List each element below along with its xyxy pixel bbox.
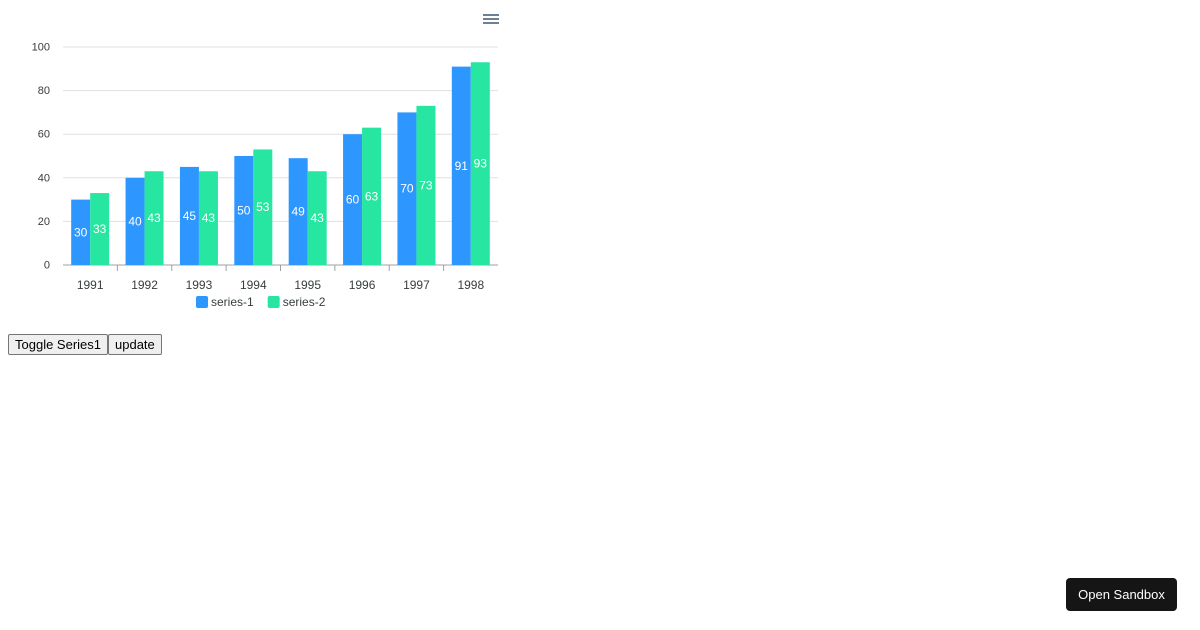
bar [234, 156, 254, 265]
bar [307, 171, 327, 265]
y-tick-label: 80 [38, 85, 50, 97]
data-label: 53 [256, 200, 270, 214]
bar [144, 171, 164, 265]
data-label: 63 [365, 189, 379, 203]
legend-marker [196, 296, 208, 308]
bar [125, 177, 145, 265]
bar [198, 171, 218, 265]
x-tick-label: 1992 [131, 278, 158, 292]
hamburger-menu-icon[interactable] [482, 12, 500, 28]
legend-label: series-1 [211, 295, 254, 309]
bar [416, 105, 436, 265]
data-label: 70 [400, 182, 414, 196]
x-tick-label: 1997 [403, 278, 430, 292]
data-label: 60 [346, 193, 360, 207]
y-tick-label: 40 [38, 172, 50, 184]
data-label: 30 [74, 225, 88, 239]
bar [397, 112, 417, 266]
x-tick-label: 1991 [77, 278, 104, 292]
x-tick-label: 1993 [186, 278, 213, 292]
y-tick-label: 0 [44, 260, 50, 272]
bar [179, 166, 199, 265]
data-label: 49 [292, 205, 306, 219]
update-button[interactable]: update [108, 334, 162, 355]
legend-marker [267, 296, 280, 308]
open-sandbox-button[interactable]: Open Sandbox [1066, 578, 1177, 611]
data-label: 50 [237, 204, 251, 218]
data-label: 93 [474, 157, 488, 171]
chart-svg: 0 20 40 60 80 100 1991 30 33 1992 40 43 1993 45 43 1994… [32, 42, 498, 309]
bar [362, 127, 382, 265]
y-tick-label: 60 [38, 129, 50, 141]
bar [343, 134, 363, 265]
data-label: 45 [183, 209, 197, 223]
bar [288, 158, 308, 265]
data-label: 43 [202, 211, 216, 225]
data-label: 91 [455, 159, 469, 173]
legend-label: series-2 [283, 295, 326, 309]
bar [253, 149, 273, 265]
bar [90, 193, 110, 265]
bar-chart: 0 20 40 60 80 100 1991 30 33 1992 40 43 1993 45 43 1994… [0, 0, 510, 320]
y-tick-label: 20 [38, 216, 50, 228]
chart-controls: Toggle Series1 update [8, 334, 162, 355]
data-label: 33 [93, 222, 107, 236]
bar [451, 66, 471, 266]
toggle-series1-button[interactable]: Toggle Series1 [8, 334, 108, 355]
data-label: 40 [128, 214, 142, 228]
x-tick-label: 1996 [349, 278, 376, 292]
data-label: 43 [311, 211, 325, 225]
x-tick-label: 1995 [294, 278, 321, 292]
data-label: 73 [419, 178, 433, 192]
bar [470, 62, 490, 266]
x-tick-label: 1998 [457, 278, 484, 292]
bar [71, 199, 91, 265]
x-tick-label: 1994 [240, 278, 267, 292]
y-tick-label: 100 [32, 42, 50, 54]
data-label: 43 [147, 211, 161, 225]
